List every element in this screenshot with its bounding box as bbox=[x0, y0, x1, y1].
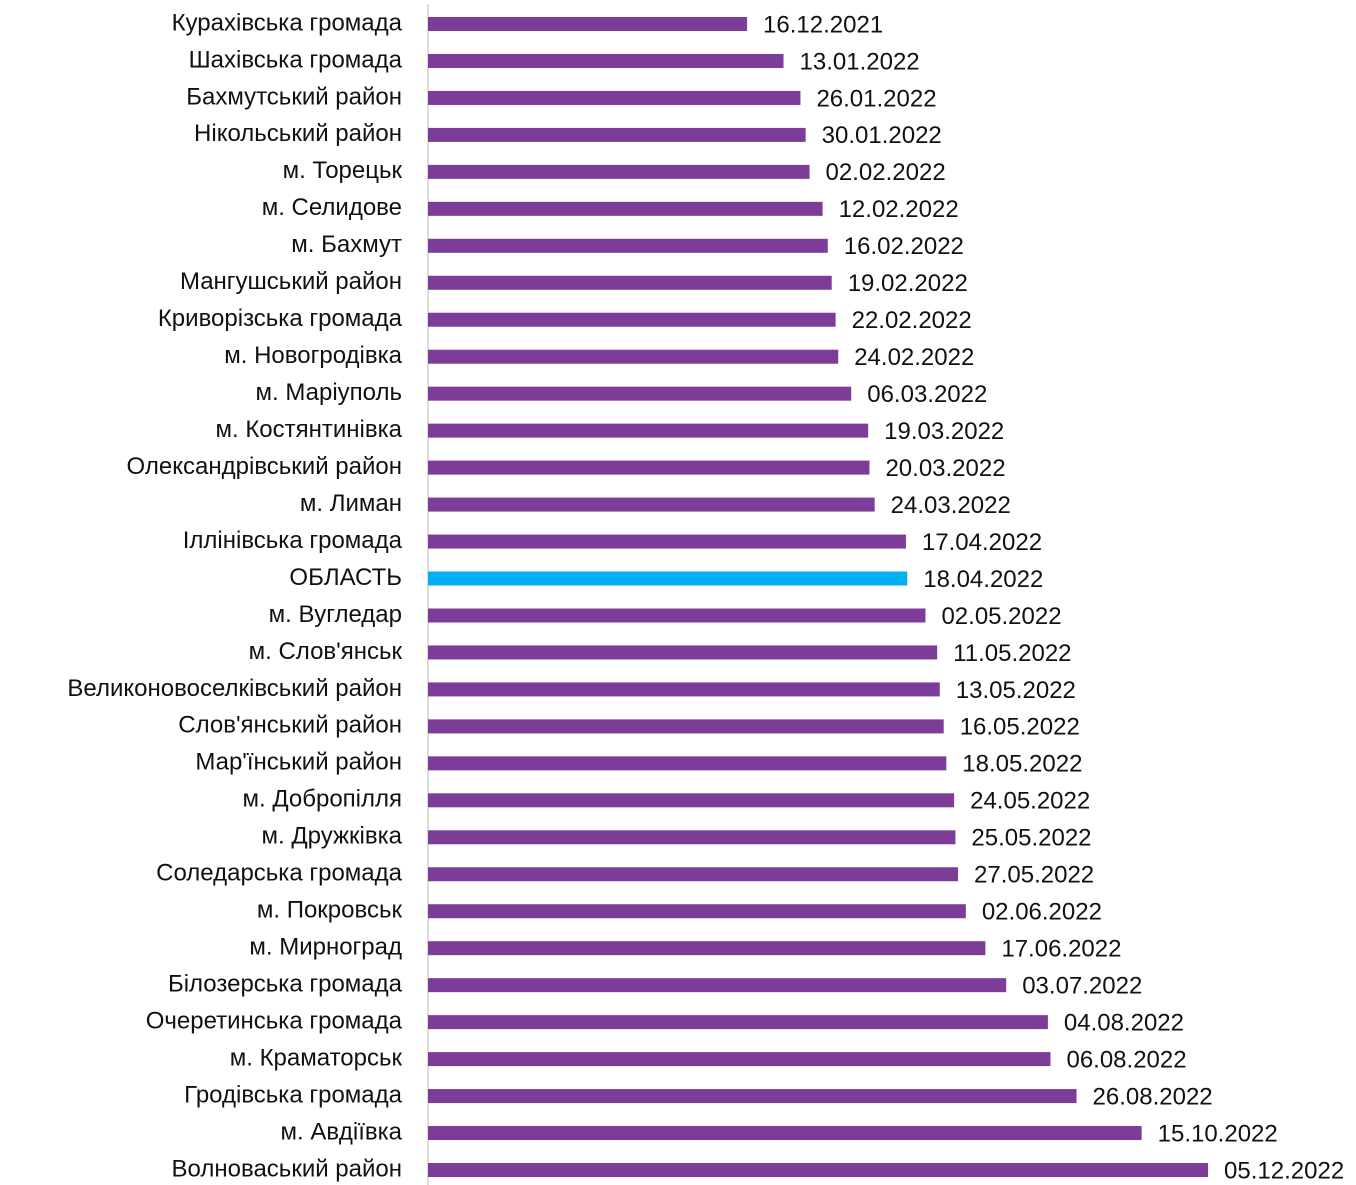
value-label: 16.12.2021 bbox=[763, 11, 883, 38]
value-label: 24.03.2022 bbox=[891, 492, 1011, 519]
bar bbox=[428, 127, 806, 142]
category-label: м. Покровськ bbox=[257, 897, 403, 924]
category-label: Криворізська громада bbox=[158, 305, 403, 332]
bar bbox=[428, 1126, 1142, 1141]
value-label: 30.01.2022 bbox=[822, 122, 942, 149]
bar bbox=[428, 275, 832, 290]
category-label: м. Авдіївка bbox=[281, 1118, 403, 1145]
category-label: Волноваський район bbox=[172, 1155, 402, 1182]
value-label: 19.02.2022 bbox=[848, 270, 968, 297]
bar bbox=[428, 386, 852, 401]
value-label: 24.02.2022 bbox=[854, 344, 974, 371]
category-label: м. Костянтинівка bbox=[215, 416, 402, 443]
bar bbox=[428, 534, 906, 549]
bar bbox=[428, 682, 940, 697]
value-label: 02.06.2022 bbox=[982, 899, 1102, 926]
bar bbox=[428, 793, 955, 808]
value-label: 06.08.2022 bbox=[1066, 1046, 1186, 1073]
bar bbox=[428, 1163, 1209, 1177]
value-label: 12.02.2022 bbox=[839, 196, 959, 223]
value-label: 27.05.2022 bbox=[974, 862, 1094, 889]
bar bbox=[428, 830, 956, 845]
bar bbox=[428, 312, 836, 327]
bar bbox=[428, 423, 869, 438]
category-label: м. Новогродівка bbox=[224, 342, 402, 369]
value-label: 15.10.2022 bbox=[1158, 1120, 1278, 1147]
bar bbox=[428, 90, 801, 105]
value-label: 05.12.2022 bbox=[1224, 1157, 1344, 1184]
category-label: ОБЛАСТЬ bbox=[289, 564, 402, 591]
value-label: 16.02.2022 bbox=[844, 233, 964, 260]
value-label: 25.05.2022 bbox=[971, 825, 1091, 852]
category-label: Шахівська громада bbox=[189, 46, 403, 73]
value-label: 24.05.2022 bbox=[970, 788, 1090, 815]
bar bbox=[428, 497, 875, 512]
category-label: Соледарська громада bbox=[156, 860, 403, 887]
category-label: Мар'їнський район bbox=[195, 749, 402, 776]
bar bbox=[428, 460, 870, 475]
value-label: 17.06.2022 bbox=[1001, 936, 1121, 963]
value-label: 26.08.2022 bbox=[1093, 1083, 1213, 1110]
value-label: 13.01.2022 bbox=[800, 48, 920, 75]
category-label: Нікольський район bbox=[194, 120, 402, 147]
category-label: м. Мирноград bbox=[249, 934, 402, 961]
category-label: Бахмутський район bbox=[186, 83, 402, 110]
value-label: 18.05.2022 bbox=[962, 751, 1082, 778]
value-label: 16.05.2022 bbox=[960, 714, 1080, 741]
bar bbox=[428, 1015, 1048, 1030]
bar bbox=[428, 978, 1007, 993]
category-label: м. Дружківка bbox=[262, 823, 403, 850]
category-label: м. Маріуполь bbox=[256, 379, 402, 406]
bar bbox=[428, 17, 748, 31]
bar bbox=[428, 349, 839, 364]
bar bbox=[428, 904, 966, 919]
bar bbox=[428, 941, 986, 956]
value-label: 20.03.2022 bbox=[885, 455, 1005, 482]
category-label: Іллінівська громада bbox=[183, 527, 403, 554]
category-label: Курахівська громада bbox=[172, 9, 403, 36]
category-label: Олександрівський район bbox=[127, 453, 402, 480]
value-label: 18.04.2022 bbox=[923, 566, 1043, 593]
bar bbox=[428, 164, 810, 179]
category-label: Мангушський район bbox=[180, 268, 402, 295]
value-label: 17.04.2022 bbox=[922, 529, 1042, 556]
category-label: м. Добропілля bbox=[243, 786, 402, 813]
category-label: Білозерська громада bbox=[168, 971, 403, 998]
value-label: 11.05.2022 bbox=[953, 640, 1071, 667]
bar bbox=[428, 53, 784, 68]
bar bbox=[428, 719, 944, 734]
value-label: 04.08.2022 bbox=[1064, 1009, 1184, 1036]
category-label: м. Бахмут bbox=[291, 231, 402, 258]
bar bbox=[428, 645, 938, 660]
bar bbox=[428, 867, 959, 882]
bar bbox=[428, 238, 828, 253]
value-label: 22.02.2022 bbox=[852, 307, 972, 334]
bar bbox=[428, 756, 947, 771]
value-label: 02.02.2022 bbox=[826, 159, 946, 186]
bar bbox=[428, 608, 926, 623]
category-label: Гродівська громада bbox=[184, 1081, 402, 1108]
category-label: м. Торецьк bbox=[283, 157, 403, 184]
category-label: Очеретинська громада bbox=[146, 1007, 403, 1034]
category-label: Великоновоселківський район bbox=[67, 675, 402, 702]
value-label: 06.03.2022 bbox=[867, 381, 987, 408]
value-label: 19.03.2022 bbox=[884, 418, 1004, 445]
bar bbox=[428, 571, 908, 586]
value-label: 03.07.2022 bbox=[1022, 973, 1142, 1000]
bar bbox=[428, 1089, 1077, 1104]
value-label: 26.01.2022 bbox=[816, 85, 936, 112]
bar bbox=[428, 1052, 1051, 1067]
category-label: м. Селидове bbox=[262, 194, 402, 221]
category-label: м. Лиман bbox=[300, 490, 402, 517]
value-label: 02.05.2022 bbox=[941, 603, 1061, 630]
category-label: м. Краматорськ bbox=[230, 1044, 403, 1071]
category-label: Слов'янський район bbox=[178, 712, 402, 739]
category-label: м. Вугледар bbox=[269, 601, 402, 628]
bar bbox=[428, 201, 823, 216]
value-label: 13.05.2022 bbox=[956, 677, 1076, 704]
category-label: м. Слов'янськ bbox=[249, 638, 403, 665]
